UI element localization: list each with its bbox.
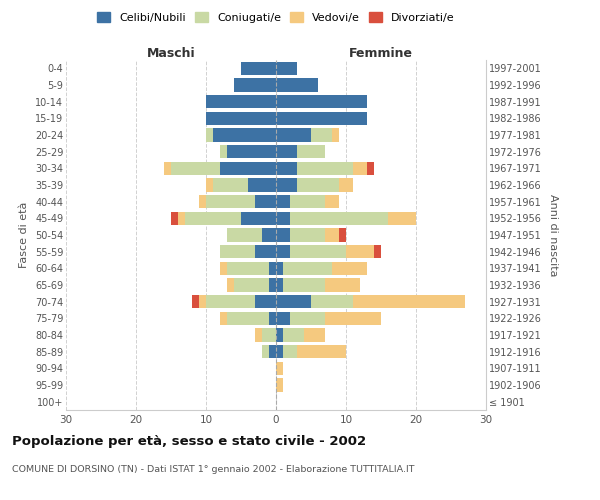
Bar — [269, 312, 276, 325]
Bar — [290, 195, 325, 208]
Bar — [276, 228, 290, 241]
Bar — [276, 212, 290, 225]
Bar — [276, 112, 367, 125]
Bar — [206, 195, 255, 208]
Bar — [227, 262, 269, 275]
Bar — [276, 162, 297, 175]
Bar — [276, 345, 283, 358]
Bar — [290, 212, 388, 225]
Bar — [276, 245, 290, 258]
Bar — [297, 162, 353, 175]
Bar — [206, 112, 276, 125]
Bar — [248, 178, 276, 192]
Bar — [290, 245, 346, 258]
Bar — [255, 195, 276, 208]
Bar — [241, 212, 276, 225]
Bar — [262, 345, 269, 358]
Bar — [220, 245, 255, 258]
Bar — [220, 145, 227, 158]
Bar — [276, 295, 311, 308]
Bar — [311, 128, 332, 141]
Text: Maschi: Maschi — [146, 47, 196, 60]
Bar — [325, 312, 381, 325]
Bar — [290, 228, 325, 241]
Bar — [227, 228, 262, 241]
Bar — [276, 128, 311, 141]
Bar — [269, 278, 276, 291]
Bar — [283, 262, 332, 275]
Bar — [276, 312, 290, 325]
Bar — [339, 228, 346, 241]
Bar — [346, 245, 374, 258]
Bar — [290, 312, 325, 325]
Bar — [353, 162, 367, 175]
Bar — [269, 345, 276, 358]
Bar — [241, 62, 276, 75]
Bar — [388, 212, 416, 225]
Text: Femmine: Femmine — [349, 47, 413, 60]
Bar — [276, 378, 283, 392]
Bar — [206, 178, 213, 192]
Bar — [276, 262, 283, 275]
Bar — [297, 345, 346, 358]
Legend: Celibi/Nubili, Coniugati/e, Vedovi/e, Divorziati/e: Celibi/Nubili, Coniugati/e, Vedovi/e, Di… — [93, 8, 459, 28]
Bar — [283, 345, 297, 358]
Bar — [283, 278, 325, 291]
Bar — [185, 212, 241, 225]
Bar — [262, 228, 276, 241]
Bar — [325, 195, 339, 208]
Bar — [213, 128, 276, 141]
Bar — [276, 95, 367, 108]
Bar — [276, 362, 283, 375]
Bar — [220, 312, 227, 325]
Bar — [374, 245, 381, 258]
Bar — [332, 262, 367, 275]
Bar — [255, 295, 276, 308]
Bar — [199, 295, 206, 308]
Bar — [227, 278, 234, 291]
Bar — [164, 162, 171, 175]
Bar — [213, 178, 248, 192]
Bar — [171, 162, 220, 175]
Bar — [311, 295, 353, 308]
Y-axis label: Anni di nascita: Anni di nascita — [548, 194, 559, 276]
Bar — [353, 295, 465, 308]
Bar — [367, 162, 374, 175]
Bar — [227, 312, 269, 325]
Bar — [206, 95, 276, 108]
Bar — [227, 145, 276, 158]
Bar — [339, 178, 353, 192]
Text: Popolazione per età, sesso e stato civile - 2002: Popolazione per età, sesso e stato civil… — [12, 435, 366, 448]
Bar — [234, 78, 276, 92]
Bar — [276, 195, 290, 208]
Bar — [325, 278, 360, 291]
Bar — [276, 78, 318, 92]
Bar — [332, 128, 339, 141]
Bar — [199, 195, 206, 208]
Bar — [276, 278, 283, 291]
Bar — [262, 328, 276, 342]
Bar — [255, 245, 276, 258]
Bar — [297, 178, 339, 192]
Bar — [192, 295, 199, 308]
Bar — [325, 228, 339, 241]
Bar — [297, 145, 325, 158]
Bar — [304, 328, 325, 342]
Bar — [220, 162, 276, 175]
Bar — [255, 328, 262, 342]
Bar — [283, 328, 304, 342]
Bar — [234, 278, 269, 291]
Bar — [276, 328, 283, 342]
Bar — [206, 128, 213, 141]
Y-axis label: Fasce di età: Fasce di età — [19, 202, 29, 268]
Bar — [220, 262, 227, 275]
Bar — [276, 178, 297, 192]
Bar — [276, 62, 297, 75]
Bar — [171, 212, 178, 225]
Bar — [276, 145, 297, 158]
Text: COMUNE DI DORSINO (TN) - Dati ISTAT 1° gennaio 2002 - Elaborazione TUTTITALIA.IT: COMUNE DI DORSINO (TN) - Dati ISTAT 1° g… — [12, 465, 415, 474]
Bar — [178, 212, 185, 225]
Bar — [206, 295, 255, 308]
Bar — [269, 262, 276, 275]
